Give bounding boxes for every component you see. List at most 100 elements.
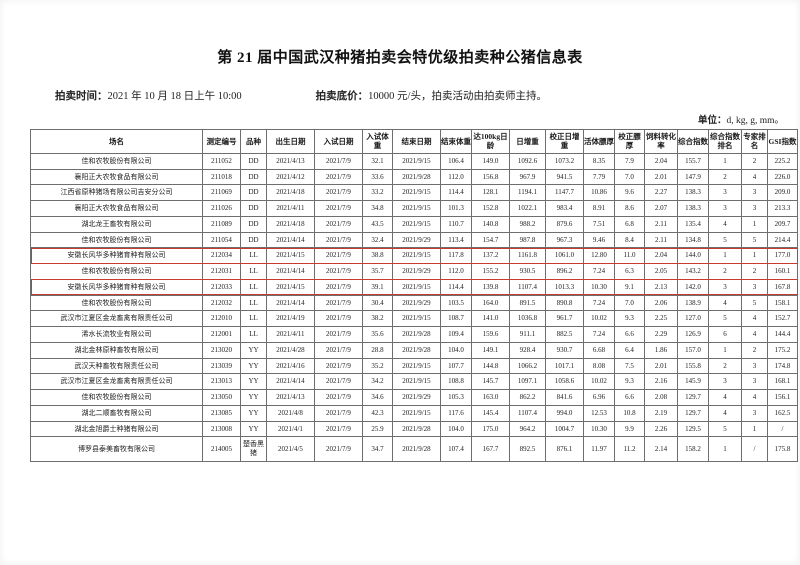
table-cell: 175.0 [471, 420, 510, 438]
farm-name: 佳和农牧股份有限公司 [81, 156, 152, 165]
table-cell: 213008 [202, 420, 241, 438]
table-cell: 3 [741, 278, 768, 296]
table-cell: 江西省原种猪场有限公司吉安分公司 [30, 184, 203, 201]
table-cell: DD [240, 200, 267, 217]
auction-info-row: 拍卖时间：2021 年 10 月 18 日上午 10:00 拍卖底价：10000… [55, 88, 800, 103]
table-cell: 9.3 [614, 373, 645, 390]
table-cell: 9.46 [583, 231, 615, 249]
column-header: 入试体重 [362, 129, 393, 154]
table-row: 博罗县泰美畜牧有限公司 214005 楚香黑猪 2021/4/5 2021/7/9 34.… [30, 436, 798, 462]
table-cell: 2021/9/28 [392, 326, 441, 343]
farm-name: 佳和农牧股份有限公司 [81, 235, 152, 244]
table-cell: 38.8 [362, 247, 393, 264]
table-cell: 2021/4/15 [266, 278, 315, 296]
table-cell: 163.0 [471, 389, 510, 406]
table-cell: 38.2 [362, 310, 393, 327]
table-cell: 152.7 [767, 310, 798, 327]
table-cell: 2021/9/29 [392, 294, 441, 312]
column-header: 综合指数排名 [708, 129, 742, 154]
table-cell: 2021/9/15 [392, 373, 441, 390]
farm-name: 佳和农牧股份有限公司 [81, 267, 152, 275]
table-cell: 2021/4/18 [266, 184, 315, 201]
table-cell: 167.8 [767, 278, 798, 296]
table-cell: 135.4 [677, 215, 709, 233]
table-cell: 2.04 [644, 247, 678, 264]
table-cell: 1061.0 [545, 247, 584, 264]
table-cell: 6.3 [614, 263, 645, 280]
table-row: 佳和农牧股份有限公司 211052 DD 2021/4/13 2021/7/9 32.1 2… [30, 152, 798, 170]
table-cell: 佳和农牧股份有限公司 [30, 294, 203, 312]
column-header: 达100kg日龄 [471, 129, 510, 154]
farm-name: 襄阳正大农牧食品有限公司 [74, 172, 159, 181]
table-cell: 117.8 [440, 247, 472, 264]
table-cell: YY [240, 373, 267, 390]
table-cell: 147.9 [677, 168, 709, 186]
table-cell: 2 [708, 263, 742, 280]
table-cell: 2021/4/18 [266, 215, 315, 233]
table-cell: 2.07 [644, 200, 678, 217]
table-cell: 103.5 [440, 294, 472, 312]
farm-name: 安徽长风华多种猪育种有限公司 [67, 282, 166, 291]
table-cell: 2021/9/15 [392, 357, 441, 375]
table-cell: 177.0 [767, 247, 798, 264]
table-row: 浠水长流牧业有限公司 212001 LL 2021/4/11 2021/7/9 35.6 2… [30, 326, 798, 343]
table-cell: 967.9 [509, 168, 546, 186]
table-cell: 911.1 [509, 326, 546, 343]
table-cell: 862.2 [509, 389, 546, 406]
table-cell: 983.4 [545, 200, 584, 217]
table-cell: 876.1 [545, 436, 584, 462]
table-cell: 213039 [202, 357, 241, 375]
table-cell: 4 [741, 168, 768, 186]
column-header: 测定编号 [202, 129, 241, 154]
table-cell: 213085 [202, 404, 241, 422]
table-cell: 9.1 [614, 278, 645, 296]
table-cell: 1107.4 [509, 278, 546, 296]
table-cell: 2021/9/29 [392, 231, 441, 249]
table-cell: 114.4 [440, 184, 472, 201]
table-cell: 10.30 [583, 278, 615, 296]
table-cell: LL [240, 278, 267, 296]
table-cell: 104.0 [440, 341, 472, 359]
unit-label: 单位： [697, 116, 727, 126]
table-cell: 2021/9/28 [392, 168, 441, 186]
base-price-value: 10000 元/头，拍卖活动由拍卖师主持。 [368, 91, 547, 102]
table-cell: 2021/7/9 [314, 215, 363, 233]
farm-name: 江西省原种猪场有限公司吉安分公司 [60, 188, 173, 197]
table-cell: 1 [708, 436, 742, 462]
table-cell: 5 [708, 420, 742, 438]
table-cell: 112.0 [440, 168, 472, 186]
table-cell: 1.86 [644, 341, 678, 359]
table-cell: 9.3 [614, 310, 645, 327]
table-cell: 1161.8 [509, 247, 546, 264]
table-cell: 2021/7/9 [314, 404, 363, 422]
farm-name: 武汉天种畜牧有限责任公司 [74, 361, 159, 370]
table-cell: 211069 [202, 184, 241, 201]
table-cell: 佳和农牧股份有限公司 [30, 263, 203, 280]
table-cell: 2021/4/14 [266, 231, 315, 249]
table-cell: 213.3 [767, 200, 798, 217]
table-cell: 109.4 [440, 326, 472, 343]
farm-name: 襄阳正大农牧食品有限公司 [74, 204, 159, 212]
table-cell: 3 [741, 357, 768, 375]
table-cell: 129.7 [677, 404, 709, 422]
column-header: 校正日增重 [545, 129, 584, 154]
table-cell: 2021/9/15 [392, 200, 441, 217]
table-cell: 武汉天种畜牧有限责任公司 [30, 357, 203, 375]
table-cell: 167.7 [471, 436, 510, 462]
table-cell: 7.24 [583, 263, 615, 280]
table-cell: 988.2 [509, 215, 546, 233]
table-cell: 1036.8 [509, 310, 546, 327]
table-cell: 2.16 [644, 373, 678, 390]
table-cell: 2.01 [644, 357, 678, 375]
table-cell: 145.9 [677, 373, 709, 390]
table-cell: 2.27 [644, 184, 678, 201]
table-cell: 32.1 [362, 152, 393, 170]
table-cell: 10.30 [583, 420, 615, 438]
table-cell: 7.9 [614, 152, 645, 170]
table-cell: 8.91 [583, 200, 615, 217]
table-cell: 108.8 [440, 373, 472, 390]
table-cell: 佳和农牧股份有限公司 [30, 231, 203, 249]
table-cell: 33.6 [362, 168, 393, 186]
table-cell: 138.9 [677, 294, 709, 312]
table-cell: 149.1 [471, 341, 510, 359]
